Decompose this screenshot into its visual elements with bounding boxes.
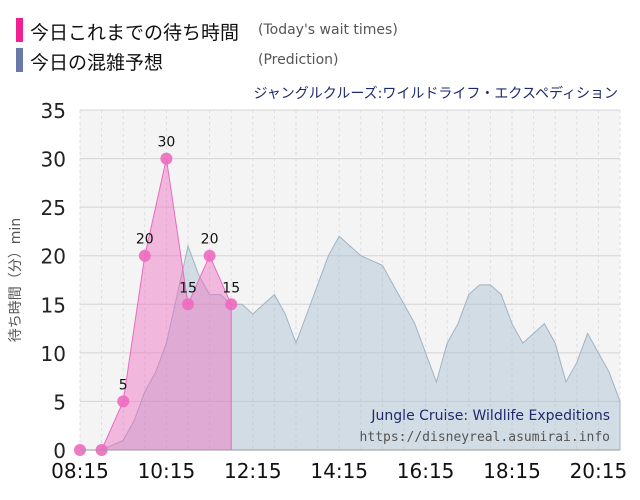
data-points [74, 152, 238, 456]
actual-point [182, 298, 194, 311]
x-tick-label: 16:15 [397, 459, 455, 483]
prediction-area [80, 235, 621, 451]
legend-prediction-sub: (Prediction) [258, 52, 339, 68]
data-labels: 5 20 30 15 20 15 [119, 135, 240, 394]
y-tick-label: 20 [41, 245, 66, 269]
y-tick-label: 0 [53, 439, 66, 463]
actual-data-label: 20 [136, 232, 154, 248]
y-tick-label: 15 [41, 293, 66, 317]
actual-data-label: 15 [222, 280, 240, 296]
watermark-title: Jungle Cruise: Wildlife Expeditions [370, 408, 610, 424]
series-areas [80, 158, 621, 451]
actual-data-label: 20 [201, 232, 219, 248]
x-tick-label: 12:15 [224, 459, 282, 483]
plot-background [80, 110, 620, 450]
actual-area [80, 158, 232, 451]
watermark-url: https://disneyreal.asumirai.info [360, 430, 610, 445]
legend-prediction-swatch [16, 48, 23, 72]
actual-data-label: 15 [179, 280, 197, 296]
x-tick-label: 08:15 [51, 459, 109, 483]
y-tick-label: 10 [41, 342, 66, 366]
actual-point [117, 395, 130, 408]
y-tick-label: 35 [41, 99, 66, 123]
actual-point [160, 152, 173, 165]
legend-actual-sub: (Today's wait times) [258, 22, 398, 38]
y-tick-label: 5 [53, 390, 66, 414]
axes: 0 5 10 15 20 25 30 35 08:15 10:15 12:15 14:15 16:15 1… [41, 99, 628, 483]
y-tick-label: 25 [41, 196, 66, 220]
legend-actual-label: 今日これまでの待ち時間 [30, 22, 240, 44]
actual-point [138, 249, 151, 262]
legend-actual: 今日これまでの待ち時間 (Today's wait times) [16, 16, 436, 46]
legend: 今日これまでの待ち時間 (Today's wait times) 今日の混雑予想… [16, 16, 436, 76]
legend-prediction-label: 今日の混雑予想 [30, 52, 164, 74]
x-tick-label: 14:15 [310, 459, 368, 483]
x-tick-label: 10:15 [138, 459, 196, 483]
y-tick-label: 30 [41, 148, 66, 172]
legend-prediction: 今日の混雑予想 (Prediction) [16, 46, 436, 76]
actual-point [203, 249, 216, 262]
legend-actual-swatch [16, 18, 23, 42]
x-tick-label: 20:15 [570, 459, 628, 483]
chart-title: ジャングルクルーズ:ワイルドライフ・エクスペディション [253, 85, 618, 102]
x-tick-label: 18:15 [483, 459, 541, 483]
y-axis-label: 待ち時間（分）min [8, 218, 24, 342]
actual-point [225, 298, 238, 311]
actual-data-label: 5 [119, 377, 128, 393]
actual-data-label: 30 [157, 135, 175, 151]
